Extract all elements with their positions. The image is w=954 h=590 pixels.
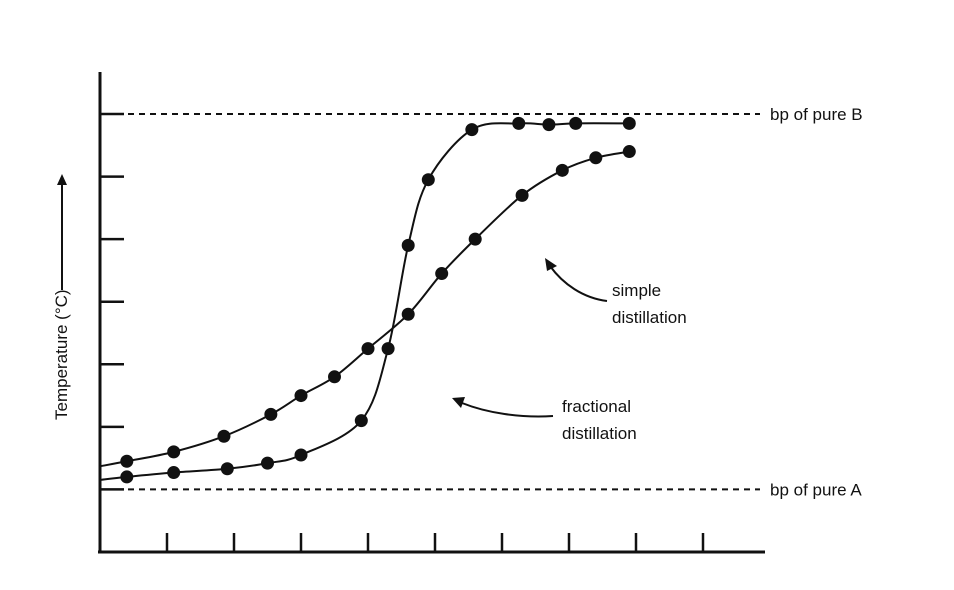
y-axis-arrow-head: [57, 174, 67, 185]
y-axis-label-group: Temperature (°C): [52, 174, 71, 420]
simple-distillation-point: [264, 407, 278, 421]
reference-lines: bp of pure A bp of pure B: [128, 105, 863, 499]
simple-distillation-point: [361, 342, 375, 356]
simple-distillation-pointer: [549, 265, 608, 302]
y-axis-label: Temperature (°C): [52, 289, 71, 420]
y-ticks: [100, 112, 124, 491]
simple-distillation-label-line2: distillation: [612, 308, 687, 327]
axes: [98, 72, 765, 554]
fractional-distillation-point: [294, 448, 308, 462]
simple-distillation-point: [555, 163, 569, 177]
fractional-distillation-point: [381, 342, 395, 356]
simple-distillation-point: [167, 445, 181, 459]
fractional-distillation-point: [220, 462, 234, 476]
simple-distillation-point: [217, 429, 231, 443]
fractional-distillation-label-line2: distillation: [562, 424, 637, 443]
fractional-distillation-point: [622, 116, 636, 130]
fractional-distillation-point: [167, 466, 181, 480]
fractional-distillation-point: [421, 173, 435, 187]
simple-distillation-label-line1: simple: [612, 281, 661, 300]
simple-distillation-point: [120, 454, 134, 468]
simple-distillation-point: [328, 370, 341, 384]
fractional-distillation-point: [401, 238, 415, 252]
reference-line-label: bp of pure B: [770, 105, 863, 124]
fractional-distillation-point: [354, 414, 368, 428]
fractional-distillation-point: [261, 456, 274, 470]
fractional-distillation-point: [512, 116, 526, 130]
simple-distillation-point: [589, 151, 603, 165]
fractional-distillation-label-line1: fractional: [562, 397, 631, 416]
simple-distillation-point: [435, 267, 449, 281]
simple-distillation-pointer-head: [545, 258, 557, 271]
fractional-distillation-point: [465, 123, 479, 137]
fractional-distillation-point: [542, 118, 556, 132]
series-layer: [99, 116, 636, 484]
fractional-distillation-pointer: [461, 402, 554, 418]
simple-distillation-point: [401, 307, 415, 321]
fractional-distillation-point: [569, 116, 583, 130]
x-ticks: [165, 533, 705, 552]
annotations: simple distillation fractional distillat…: [452, 258, 687, 443]
fractional-distillation-point: [120, 470, 134, 484]
fractional-distillation-pointer-head: [452, 397, 465, 408]
simple-distillation-point: [515, 188, 529, 202]
simple-distillation-point: [468, 232, 482, 246]
reference-line-label: bp of pure A: [770, 480, 862, 499]
simple-distillation-point: [622, 145, 636, 159]
simple-distillation-point: [294, 389, 308, 403]
